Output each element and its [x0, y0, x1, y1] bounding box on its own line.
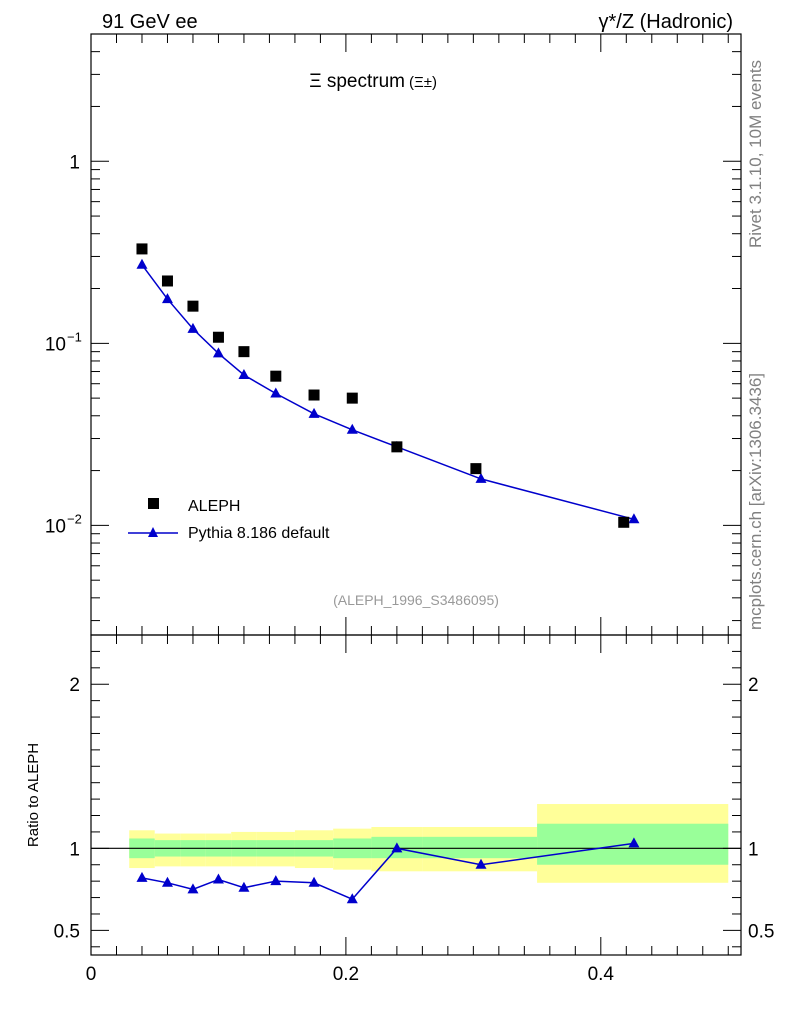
ratio-pythia-point [161, 876, 173, 887]
ratio-pythia-point [308, 876, 320, 887]
pythia-point [346, 423, 358, 434]
ratio-pythia-point [475, 858, 487, 869]
ratio-pythia-point [391, 842, 403, 853]
ratio-y-tick-label: 1 [69, 839, 80, 860]
legend-label-pythia: Pythia 8.186 default [188, 525, 330, 542]
x-tick-label: 0.2 [333, 964, 359, 985]
ratio-y-tick-label: 2 [69, 675, 80, 696]
ratio-y-tick-label-right: 0.5 [748, 921, 774, 942]
ratio-pythia-point [187, 883, 199, 894]
header-right: γ*/Z (Hadronic) [599, 11, 733, 33]
pythia-point [136, 258, 148, 269]
y-tick-label: 10 [45, 516, 66, 537]
y-tick-label: 1 [69, 152, 80, 173]
analysis-reference: (ALEPH_1996_S3486095) [333, 592, 499, 608]
aleph-point [161, 275, 173, 287]
ratio-pythia-point [136, 871, 148, 882]
aleph-point [238, 346, 250, 358]
aleph-point [270, 370, 282, 382]
y-tick-label-exponent: −1 [67, 329, 82, 344]
y-tick-label: 10 [45, 334, 66, 355]
y-tick-label-exponent: −2 [67, 511, 82, 526]
ratio-curves [91, 837, 741, 904]
ratio-ticks: 0.5 0.5 1 1 2 2 0 0.2 0.4 [54, 634, 774, 985]
aleph-point [618, 516, 630, 528]
aleph-point [136, 243, 148, 255]
aleph-point [187, 300, 199, 312]
main-frame [90, 33, 742, 636]
ratio-ylabel: Ratio to ALEPH [25, 743, 42, 847]
main-plot: 110−110−2 Ξ spectrum (Ξ±) (ALEPH_1996_S3… [45, 33, 742, 636]
legend: ALEPH Pythia 8.186 default [128, 498, 330, 542]
pythia-point [475, 472, 487, 483]
legend-marker-aleph [148, 498, 159, 509]
main-curves [136, 243, 640, 528]
ratio-band-inner [422, 836, 538, 859]
aleph-point [391, 441, 403, 453]
ratio-plot: 0.5 0.5 1 1 2 2 0 0.2 0.4 Ratio to ALEPH [25, 634, 774, 985]
pythia-line [141, 264, 635, 521]
plot-title-sub: (Ξ±) [409, 74, 437, 91]
header-left: 91 GeV ee [102, 11, 198, 33]
ratio-y-tick-label: 0.5 [54, 921, 80, 942]
ratio-pythia-point [238, 881, 250, 892]
ratio-pythia-point [212, 873, 224, 884]
legend-marker-pythia [148, 527, 158, 537]
ratio-pythia-point [346, 893, 358, 904]
ratio-frame [90, 634, 742, 956]
plot-title: Ξ spectrum [309, 71, 405, 92]
mcplots-label: mcplots.cern.ch [arXiv:1306.3436] [746, 373, 765, 630]
pythia-point [628, 513, 640, 524]
aleph-point [308, 389, 320, 401]
pythia-point [187, 322, 199, 333]
ratio-y-tick-label-right: 1 [748, 839, 759, 860]
pythia-point [212, 347, 224, 358]
ratio-y-tick-label-right: 2 [748, 675, 759, 696]
ratio-pythia-point [628, 837, 640, 848]
pythia-point [308, 407, 320, 418]
main-ticks: 110−110−2 [45, 33, 741, 635]
aleph-point [346, 392, 358, 404]
x-tick-label: 0 [86, 964, 97, 985]
legend-label-aleph: ALEPH [188, 498, 240, 515]
aleph-point [212, 331, 224, 343]
pythia-point [270, 387, 282, 398]
pythia-point [161, 293, 173, 304]
ratio-pythia-point [270, 875, 282, 886]
rivet-label: Rivet 3.1.10, 10M events [746, 60, 765, 248]
ratio-bands [129, 804, 729, 883]
aleph-point [470, 463, 482, 475]
pythia-point [238, 368, 250, 379]
x-tick-label: 0.4 [588, 964, 615, 985]
